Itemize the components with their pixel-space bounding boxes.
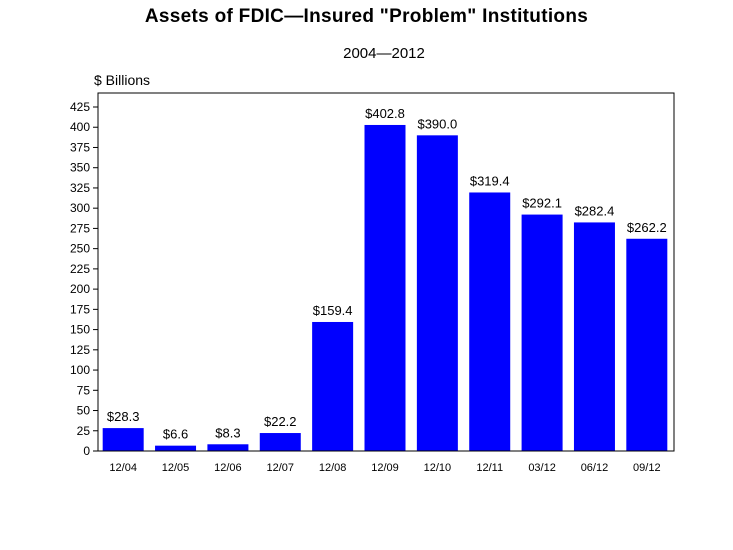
x-tick-label: 12/04	[109, 462, 137, 474]
y-tick-label: 375	[70, 140, 90, 154]
bar	[573, 222, 615, 451]
bar	[521, 214, 563, 451]
y-tick-label: 75	[77, 383, 91, 397]
bar-value-label: $319.4	[470, 173, 510, 188]
y-axis-unit-label: $ Billions	[94, 72, 151, 88]
y-axis: 0 25 50 75 100 125 150 175 200 225 250 275 300 325 350…	[70, 100, 98, 458]
bar-value-label: $402.8	[365, 106, 405, 121]
y-tick-label: 50	[77, 404, 91, 418]
chart-subtitle: 2004—2012	[343, 45, 425, 62]
x-tick-label: 12/10	[424, 462, 452, 474]
y-tick-label: 275	[70, 221, 90, 235]
x-axis: 12/04 12/05 12/06 12/07 12/08 12/09 12/10 12/11…	[109, 462, 660, 474]
y-tick-label: 425	[70, 100, 90, 114]
y-tick-label: 25	[77, 424, 91, 438]
y-tick-label: 325	[70, 181, 90, 195]
y-tick-label: 200	[70, 282, 90, 296]
bar-value-label: $28.3	[107, 409, 140, 424]
x-tick-label: 09/12	[633, 462, 661, 474]
bar	[102, 428, 144, 451]
bar-value-label: $22.2	[264, 414, 297, 429]
bar	[364, 124, 406, 452]
y-tick-label: 150	[70, 323, 90, 337]
chart-title: Assets of FDIC—Insured "Problem" Institu…	[144, 6, 589, 27]
bar-value-label: $8.3	[215, 425, 240, 440]
y-tick-label: 125	[70, 343, 90, 357]
x-tick-label: 06/12	[581, 462, 609, 474]
value-labels-group: $28.3 $6.6 $8.3 $22.2 $159.4 $402.8 $390.0 $319…	[107, 106, 667, 442]
plot-frame	[97, 92, 675, 452]
bar-value-label: $159.4	[313, 303, 353, 318]
bars-group	[102, 124, 668, 452]
bar	[207, 444, 249, 451]
bar	[626, 238, 668, 451]
bar-value-label: $262.2	[627, 220, 667, 235]
y-tick-label: 0	[83, 444, 90, 458]
bar	[155, 445, 197, 451]
y-tick-label: 225	[70, 262, 90, 276]
x-tick-label: 12/07	[267, 462, 295, 474]
bar-value-label: $390.0	[417, 116, 457, 131]
x-tick-label: 12/06	[214, 462, 242, 474]
bar	[259, 433, 301, 451]
y-tick-label: 400	[70, 120, 90, 134]
x-tick-label: 12/11	[476, 462, 503, 474]
bar	[416, 135, 458, 451]
x-tick-label: 12/09	[371, 462, 399, 474]
x-tick-label: 12/08	[319, 462, 347, 474]
bar-value-label: $282.4	[575, 203, 615, 218]
y-tick-label: 100	[70, 363, 90, 377]
x-tick-label: 03/12	[528, 462, 556, 474]
bar	[469, 192, 511, 451]
bar	[312, 321, 354, 451]
bar-value-label: $6.6	[163, 427, 188, 442]
bar-value-label: $292.1	[522, 196, 562, 211]
x-tick-label: 12/05	[162, 462, 190, 474]
y-tick-label: 300	[70, 201, 90, 215]
y-tick-label: 175	[70, 302, 90, 316]
y-tick-label: 250	[70, 242, 90, 256]
y-tick-label: 350	[70, 161, 90, 175]
